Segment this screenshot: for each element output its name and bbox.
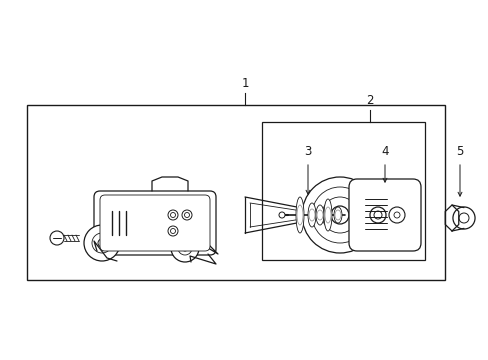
- Circle shape: [182, 245, 187, 251]
- Circle shape: [393, 212, 399, 218]
- Circle shape: [50, 231, 64, 245]
- Circle shape: [171, 234, 199, 262]
- Circle shape: [369, 207, 385, 223]
- Circle shape: [330, 206, 348, 224]
- Text: 1: 1: [241, 77, 248, 90]
- Text: 5: 5: [455, 145, 463, 158]
- Circle shape: [92, 233, 112, 253]
- Circle shape: [279, 212, 285, 218]
- Circle shape: [170, 229, 175, 234]
- Bar: [27, 105, 444, 280]
- Text: 3: 3: [304, 145, 311, 158]
- Circle shape: [302, 177, 377, 253]
- Circle shape: [84, 225, 120, 261]
- FancyBboxPatch shape: [94, 191, 216, 255]
- Ellipse shape: [333, 207, 341, 223]
- Ellipse shape: [296, 205, 303, 225]
- Ellipse shape: [295, 197, 304, 233]
- Circle shape: [373, 211, 381, 219]
- Circle shape: [321, 197, 357, 233]
- Ellipse shape: [307, 203, 315, 227]
- Text: 2: 2: [366, 94, 373, 107]
- Circle shape: [168, 226, 178, 236]
- Circle shape: [388, 207, 404, 223]
- Circle shape: [170, 212, 175, 217]
- Circle shape: [168, 210, 178, 220]
- Circle shape: [458, 213, 468, 223]
- Ellipse shape: [325, 207, 330, 223]
- FancyBboxPatch shape: [348, 179, 420, 251]
- Ellipse shape: [334, 210, 340, 220]
- Circle shape: [178, 241, 192, 255]
- Ellipse shape: [316, 210, 323, 220]
- Circle shape: [311, 187, 367, 243]
- FancyBboxPatch shape: [100, 195, 209, 251]
- Text: 4: 4: [381, 145, 388, 158]
- Circle shape: [184, 212, 189, 217]
- Ellipse shape: [324, 199, 331, 231]
- Bar: [262, 122, 424, 260]
- Ellipse shape: [315, 205, 324, 225]
- Ellipse shape: [308, 209, 314, 221]
- Circle shape: [98, 239, 106, 247]
- Circle shape: [452, 207, 474, 229]
- Circle shape: [182, 210, 192, 220]
